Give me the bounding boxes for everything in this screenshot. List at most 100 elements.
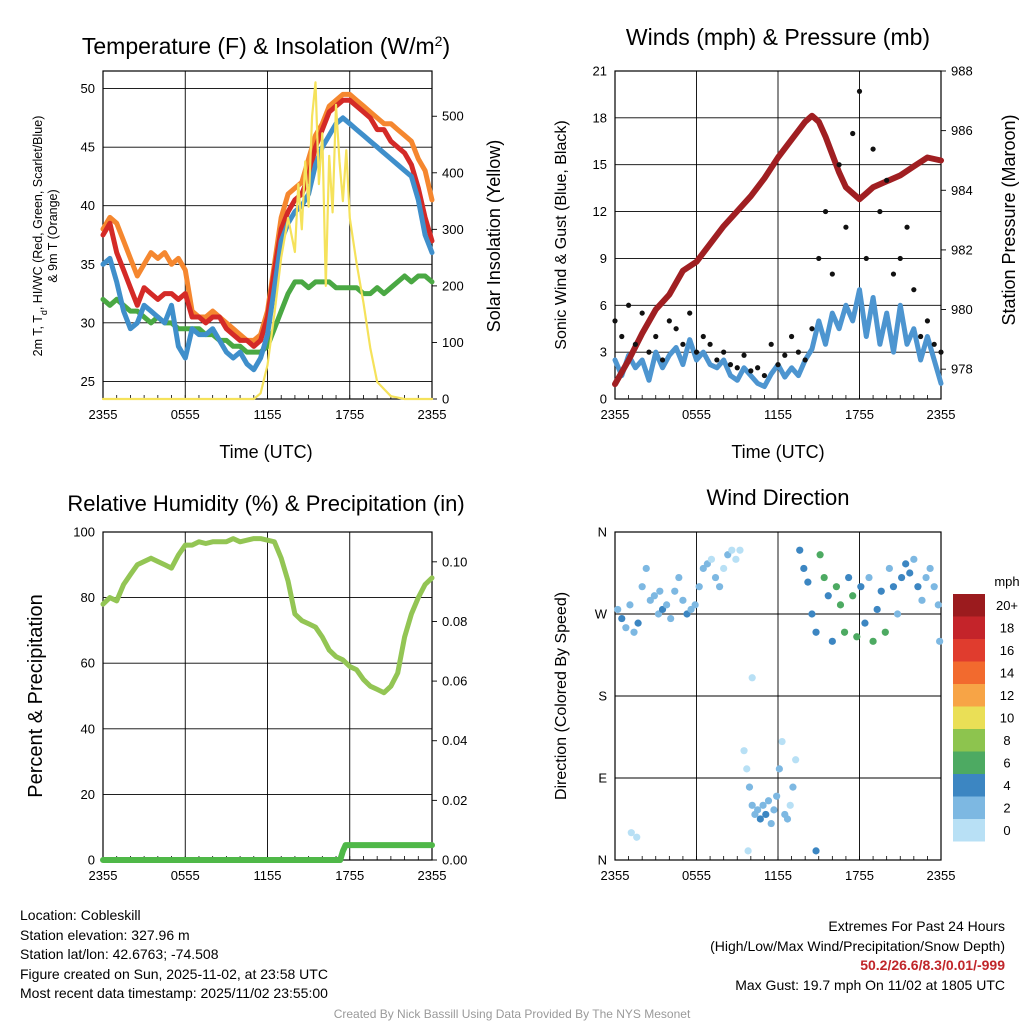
gust-point (619, 333, 625, 340)
y-tick-label: 3 (600, 345, 607, 360)
direction-point (626, 601, 634, 609)
direction-point (816, 551, 824, 559)
gust-point (673, 326, 679, 332)
y-tick-label: 30 (81, 315, 95, 330)
gust-point (931, 341, 937, 347)
direction-point (893, 610, 902, 618)
gust-point (938, 349, 944, 355)
y2-tick-label: 980 (951, 302, 973, 317)
x-tick-label: 1155 (764, 868, 792, 883)
direction-point (869, 637, 877, 645)
direction-point (808, 610, 816, 618)
x-tick-label: 1155 (764, 407, 792, 422)
y2-tick-label: 982 (951, 242, 973, 257)
gust-point (870, 146, 876, 152)
colorbar-label: 6 (1003, 756, 1010, 771)
extremes-legend: (High/Low/Max Wind/Precipitation/Snow De… (710, 937, 1005, 954)
gust-point (653, 333, 659, 340)
direction-point (745, 783, 754, 791)
direction-point (663, 601, 671, 609)
x-tick-label: 2355 (418, 868, 447, 883)
direction-point (691, 601, 699, 609)
direction-point (764, 797, 773, 805)
y-tick-label: 20 (81, 787, 95, 802)
y2-tick-label: 0.10 (442, 554, 467, 569)
x-tick-label: 1155 (254, 868, 282, 883)
gust-point (734, 365, 740, 371)
direction-point (720, 564, 728, 573)
gust-point (700, 333, 706, 340)
direction-point (770, 806, 778, 814)
gust-point (802, 357, 808, 363)
direction-point (740, 747, 748, 755)
y-tick-label: 18 (593, 110, 607, 125)
direction-point (836, 601, 845, 609)
gust-point (924, 318, 931, 324)
direction-point (865, 573, 873, 582)
direction-point (840, 628, 849, 636)
direction-panel: Wind Direction Direction (Colored By Spe… (553, 485, 1020, 883)
x-tick-label: 1755 (845, 868, 874, 883)
direction-point (715, 583, 724, 591)
direction-point (789, 783, 797, 791)
direction-point (630, 628, 638, 636)
direction-point (759, 801, 767, 809)
direction-ylabel: Direction (Colored By Speed) (553, 592, 570, 800)
winds-title: Winds (mph) & Pressure (mb) (626, 24, 930, 50)
gust-point (809, 326, 815, 332)
direction-point (744, 847, 752, 855)
y2-tick-label: 0.08 (442, 614, 467, 629)
temperature-panel: Temperature (F) & Insolation (W/m2) 2m T… (31, 33, 504, 462)
direction-point (732, 555, 740, 563)
direction-point (679, 596, 687, 604)
gust-point (659, 357, 666, 363)
winds-panel: Winds (mph) & Pressure (mb) Sonic Wind &… (553, 24, 1019, 462)
direction-point (762, 810, 770, 819)
direction-point (756, 815, 764, 823)
direction-point (804, 578, 812, 586)
direction-point (828, 637, 836, 645)
y-tick-label: N (598, 525, 607, 540)
direction-point (767, 819, 775, 828)
x-tick-label: 2355 (89, 868, 118, 883)
direction-point (614, 605, 622, 614)
x-tick-label: 2355 (89, 407, 118, 422)
direction-point (633, 833, 641, 841)
direction-point (707, 555, 716, 563)
gust-point (829, 271, 835, 277)
colorbar-swatch (953, 661, 985, 684)
x-tick-label: 2355 (601, 407, 630, 422)
y-tick-label: 25 (81, 374, 95, 389)
x-tick-label: 0555 (682, 407, 711, 422)
direction-point (889, 583, 898, 591)
latlon-text: Station lat/lon: 42.6763; -74.508 (20, 946, 219, 962)
gust-point (843, 224, 849, 230)
direction-point (922, 573, 930, 582)
gust-point (897, 255, 903, 262)
x-tick-label: 1155 (254, 407, 282, 422)
speed-colorbar: mph 20+ 18 16 14 12 10 8 6 4 2 0 (953, 574, 1020, 842)
direction-point (773, 792, 781, 800)
station-info: Location: Cobleskill Station elevation: … (20, 906, 328, 1004)
gust-point (632, 341, 638, 347)
direction-title: Wind Direction (706, 485, 849, 510)
colorbar-swatch (953, 639, 985, 662)
gust-point (863, 255, 869, 262)
temperature-y2label: Solar Insolation (Yellow) (484, 140, 504, 332)
gust-point (856, 88, 863, 94)
winds-ylabel: Sonic Wind & Gust (Blue, Black) (553, 120, 570, 349)
direction-point (618, 614, 626, 623)
extremes-values: 50.2/26.6/8.3/0.01/-999 (860, 957, 1005, 973)
gust-point (850, 130, 856, 137)
temperature-ylabel: 2m T, Td, HI/WC (Red, Green, Scarlet/Blu… (31, 116, 49, 357)
colorbar-swatch (953, 594, 985, 617)
y-tick-label: S (598, 689, 607, 704)
gust-point (782, 352, 788, 358)
y2-tick-label: 984 (951, 183, 973, 198)
y2-tick-label: 500 (442, 109, 464, 124)
direction-point (873, 605, 881, 614)
colorbar-title: mph (994, 574, 1019, 589)
y-tick-label: 45 (81, 140, 95, 155)
direction-point (775, 765, 783, 773)
